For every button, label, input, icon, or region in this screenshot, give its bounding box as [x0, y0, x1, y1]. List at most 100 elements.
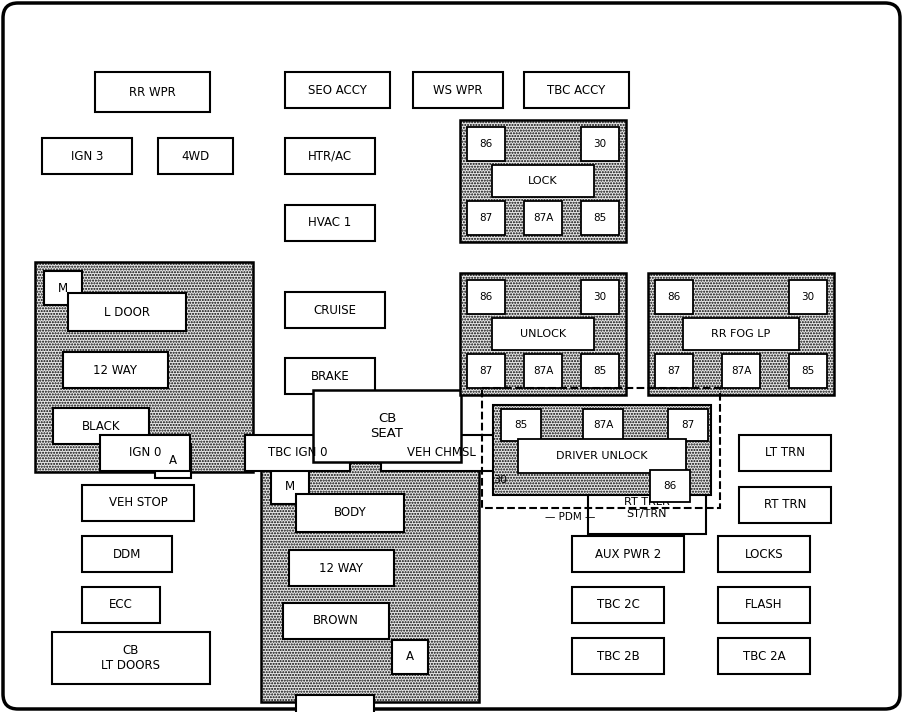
Bar	[466, 201, 504, 235]
Bar	[412, 72, 502, 108]
Text: 12 WAY: 12 WAY	[319, 562, 364, 575]
Bar	[285, 72, 390, 108]
Text: 30: 30	[593, 292, 606, 302]
Bar	[63, 352, 168, 388]
Text: RT TRLR
ST/TRN: RT TRLR ST/TRN	[623, 497, 669, 519]
Bar	[571, 536, 683, 572]
Text: RT TRN: RT TRN	[763, 498, 805, 511]
Text: UNLOCK: UNLOCK	[520, 329, 566, 339]
Text: RR WPR: RR WPR	[129, 85, 176, 98]
Bar	[788, 354, 826, 388]
Bar	[285, 205, 374, 241]
Bar	[271, 470, 308, 504]
Bar	[491, 318, 594, 350]
Bar	[95, 72, 210, 112]
Bar	[261, 462, 478, 702]
Bar	[667, 409, 707, 441]
Bar	[523, 201, 561, 235]
Text: VEH STOP: VEH STOP	[108, 496, 167, 510]
Bar	[155, 444, 191, 478]
Text: 85: 85	[593, 366, 606, 376]
Bar	[313, 390, 461, 462]
Text: 30: 30	[593, 139, 606, 149]
Text: 87: 87	[681, 420, 694, 430]
Bar	[285, 358, 374, 394]
Text: 86: 86	[667, 292, 680, 302]
Bar	[289, 550, 393, 586]
Bar	[580, 280, 618, 314]
Text: 30: 30	[801, 292, 814, 302]
Text: M: M	[285, 481, 295, 493]
Text: IGN 0: IGN 0	[129, 446, 161, 459]
Bar	[68, 293, 186, 331]
Text: 85: 85	[800, 366, 814, 376]
Bar	[158, 138, 233, 174]
Text: CB
LT DOORS: CB LT DOORS	[101, 644, 161, 672]
Bar	[296, 695, 373, 712]
Bar	[654, 354, 692, 388]
Bar	[100, 435, 189, 471]
Text: 87A: 87A	[532, 366, 553, 376]
Bar	[523, 72, 629, 108]
Bar	[244, 435, 350, 471]
Bar	[285, 292, 384, 328]
Text: BRAKE: BRAKE	[310, 370, 349, 382]
Text: RR FOG LP: RR FOG LP	[711, 329, 769, 339]
Bar	[459, 273, 625, 395]
Text: FLASH: FLASH	[744, 599, 782, 612]
Bar	[571, 638, 663, 674]
Text: A: A	[406, 651, 413, 664]
Text: TBC 2B: TBC 2B	[596, 649, 639, 662]
Text: 86: 86	[479, 139, 492, 149]
Bar	[466, 127, 504, 161]
Text: 86: 86	[479, 292, 492, 302]
Bar	[466, 280, 504, 314]
Text: LT TRLR
ST/TRN: LT TRLR ST/TRN	[624, 445, 668, 467]
Text: 87A: 87A	[730, 366, 750, 376]
Text: DDM: DDM	[113, 548, 141, 560]
Bar	[587, 430, 705, 482]
Text: L DOOR: L DOOR	[104, 305, 150, 318]
Text: 86: 86	[663, 481, 676, 491]
Text: WS WPR: WS WPR	[433, 83, 483, 97]
Bar	[285, 138, 374, 174]
Bar	[501, 409, 540, 441]
Bar	[466, 354, 504, 388]
Text: CRUISE: CRUISE	[313, 303, 356, 317]
Bar	[583, 409, 622, 441]
Bar	[788, 280, 826, 314]
Text: LT TRN: LT TRN	[764, 446, 804, 459]
Bar	[518, 439, 686, 473]
Text: A: A	[169, 454, 177, 468]
Text: 30: 30	[492, 475, 506, 485]
Bar	[391, 640, 428, 674]
Text: 4WD: 4WD	[181, 150, 209, 162]
Bar	[44, 271, 82, 305]
Bar	[82, 536, 171, 572]
Text: BROWN: BROWN	[313, 614, 358, 627]
Text: BODY: BODY	[333, 506, 366, 520]
Text: TBC 2A: TBC 2A	[741, 649, 785, 662]
Text: SEO ACCY: SEO ACCY	[308, 83, 366, 97]
Text: VEH CHMSL: VEH CHMSL	[406, 446, 475, 459]
Text: TBC ACCY: TBC ACCY	[547, 83, 605, 97]
Bar	[648, 273, 833, 395]
Bar	[459, 120, 625, 242]
Bar	[717, 536, 809, 572]
Text: 87A: 87A	[592, 420, 612, 430]
Bar	[492, 405, 710, 495]
Bar	[82, 485, 194, 521]
Text: CB
SEAT: CB SEAT	[370, 412, 403, 440]
Bar	[738, 487, 830, 523]
Text: 85: 85	[593, 213, 606, 223]
Bar	[580, 127, 618, 161]
Bar	[683, 318, 797, 350]
Bar	[580, 201, 618, 235]
Text: ECC: ECC	[109, 599, 133, 612]
Text: M: M	[58, 281, 68, 295]
Bar	[52, 632, 210, 684]
Text: 87: 87	[479, 213, 492, 223]
Text: LOCKS: LOCKS	[744, 548, 782, 560]
Text: HTR/AC: HTR/AC	[308, 150, 352, 162]
Text: DRIVER UNLOCK: DRIVER UNLOCK	[556, 451, 647, 461]
